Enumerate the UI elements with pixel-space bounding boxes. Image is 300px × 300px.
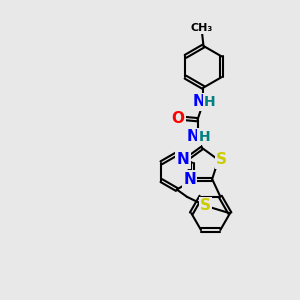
Text: O: O bbox=[172, 111, 185, 126]
Text: N: N bbox=[177, 152, 190, 167]
Text: S: S bbox=[200, 198, 211, 213]
Text: H: H bbox=[204, 95, 216, 109]
Text: N: N bbox=[183, 172, 196, 187]
Text: H: H bbox=[198, 130, 210, 144]
Text: S: S bbox=[216, 152, 227, 167]
Text: N: N bbox=[192, 94, 205, 110]
Text: CH₃: CH₃ bbox=[191, 22, 213, 32]
Text: N: N bbox=[186, 129, 199, 144]
